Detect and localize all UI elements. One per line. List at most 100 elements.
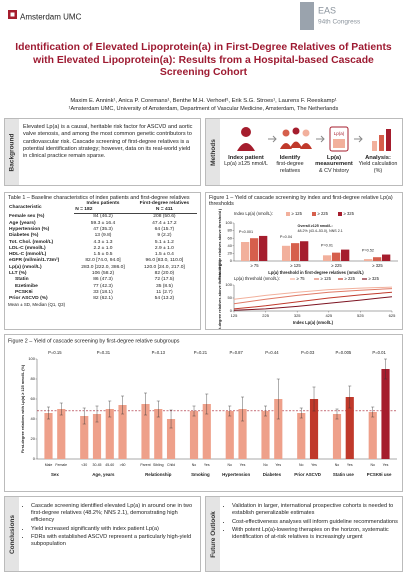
step-title: Analysis:	[365, 155, 391, 161]
bullet-list: Cascade screening identified elevated Lp…	[23, 503, 196, 548]
background-panel: Background Elevated Lp(a) is a causal, h…	[4, 118, 201, 186]
x-tick-label: ≥ 225	[331, 263, 342, 268]
section-label: Methods	[206, 119, 220, 185]
table-cell: Statin	[15, 277, 29, 283]
bar	[141, 404, 150, 459]
error-bar	[121, 395, 125, 415]
p-value: P=0.44	[265, 350, 279, 355]
x-tick-label: Sibling	[153, 463, 164, 467]
x-tick-label: 45-60	[105, 463, 114, 467]
table-cell: 208 (50.6)	[153, 214, 176, 220]
figure-title: Figure 2 – Yield of cascade screening by…	[8, 338, 180, 344]
bar	[261, 411, 270, 459]
table-row: Statin 86 (47.3) 72 (17.5)	[8, 277, 197, 283]
bar	[105, 409, 114, 459]
error-bar	[299, 407, 303, 419]
x-tick-label: No	[299, 463, 304, 467]
step-text: first-degree relatives	[276, 161, 304, 174]
y-tick-label: 0	[230, 258, 233, 263]
bullet: Validation in larger, international pros…	[232, 503, 398, 517]
table-cell: 4.3 ± 1.3	[93, 239, 113, 245]
table-cell: Female sex (%)	[9, 213, 45, 219]
y-tick-label: 0	[33, 456, 36, 461]
group-label: Age, years	[92, 472, 115, 477]
y-tick-label: 100	[28, 356, 35, 361]
table-title: Table 1 – Baseline characteristics of in…	[8, 195, 190, 201]
poster-title: Identification of Elevated Lipoprotein(a…	[15, 42, 392, 79]
bar	[166, 419, 176, 459]
table-cell: 47 (35.3)	[93, 226, 113, 232]
p-value: P=0.03	[301, 350, 315, 355]
legend-swatch	[286, 212, 290, 216]
error-bar	[169, 409, 173, 429]
y-tick-label: 100	[225, 282, 232, 287]
legend-label: ≥ 225	[318, 211, 329, 216]
line	[233, 296, 393, 311]
bar	[259, 235, 268, 261]
table-cell: 35 (8.5)	[155, 283, 173, 289]
bullet: Yield increased significantly with index…	[31, 526, 196, 533]
x-tick-label: No	[228, 463, 233, 467]
legend-title: Index Lp(a) (nmol/L):	[234, 211, 273, 216]
chart-icon	[372, 141, 377, 151]
section-label: Future Outlook	[206, 497, 220, 571]
error-bar	[108, 400, 112, 418]
x-axis-label: Lp(a) threshold in first-degree relative…	[268, 270, 364, 275]
bar	[382, 254, 391, 261]
bar	[372, 257, 382, 261]
bar	[322, 255, 332, 261]
error-bar	[82, 407, 86, 425]
legend-label: ≥ 225	[345, 276, 356, 281]
x-tick-label: Yes	[311, 463, 317, 467]
table-panel: Table 1 – Baseline characteristics of in…	[4, 192, 201, 330]
legend-label: ≥ 75	[297, 276, 306, 281]
table-cell: 283.0 [222.0, 386.0]	[81, 264, 125, 270]
y-tick-label: 40	[31, 416, 36, 421]
tube-icon	[333, 139, 345, 148]
error-bar	[95, 405, 99, 423]
table-row: LLT (%) 106 (58.2) 82 (20.0)	[8, 271, 197, 277]
bar	[300, 241, 309, 261]
x-tick-label: No	[263, 463, 268, 467]
table-cell: Diabetes (%)	[9, 233, 39, 239]
table-cell: 106 (58.2)	[91, 270, 115, 276]
error-bar	[264, 405, 268, 417]
arrow	[268, 135, 277, 143]
error-bar	[312, 386, 316, 412]
error-bar	[156, 400, 160, 418]
table-row: Lp(a) (nmol/L) 283.0 [222.0, 386.0] 120.0 …	[8, 264, 197, 270]
p-value: P=0.005	[336, 350, 352, 355]
legend-swatch	[338, 212, 342, 216]
bar	[290, 243, 300, 261]
y-tick-label: 0	[230, 308, 233, 313]
p-value: P=0.13	[152, 350, 166, 355]
x-tick-label: Male	[45, 463, 53, 467]
table-cell: 84 (46.2)	[93, 214, 113, 220]
step-text: Lp(a) ≥125 nmol/L	[224, 161, 268, 168]
x-tick-label: ≥ 325	[372, 263, 383, 268]
table-footnote: Mean ± SD, Median (Q1, Q3)	[8, 302, 66, 308]
background-text: Elevated Lp(a) is a causal, heritable ri…	[23, 124, 193, 160]
y-tick-label: 60	[228, 235, 233, 240]
arrow	[354, 135, 363, 143]
y-tick-label: 20	[228, 250, 233, 255]
error-bar	[228, 405, 232, 417]
y-tick-label: 80	[228, 228, 233, 233]
x-tick-label: ≥ 125	[290, 263, 301, 268]
p-value: P=0.15	[48, 350, 62, 355]
y-tick-label: 50	[228, 295, 233, 300]
x-tick-label: Yes	[275, 463, 281, 467]
bullet: FDRs with established ASCVD represent a …	[31, 534, 196, 548]
person-icon	[292, 127, 300, 135]
group-label: Statin use	[333, 472, 355, 477]
table-row: PCSK9i 33 (18.1) 11 (2.7)	[8, 290, 197, 296]
table-cell: 59.3 ± 16.4	[90, 220, 116, 226]
method-steps: Index patient Lp(a) ≥125 nmol/L Identify fi…	[224, 155, 400, 174]
y-axis-label: First-degree relatives above threshold (…	[218, 259, 222, 329]
method-step: Lp(a) measurement & CV history	[312, 155, 356, 174]
bar	[189, 411, 199, 459]
bar	[118, 405, 127, 459]
line	[233, 288, 393, 305]
x-tick-label: 525	[357, 313, 364, 318]
